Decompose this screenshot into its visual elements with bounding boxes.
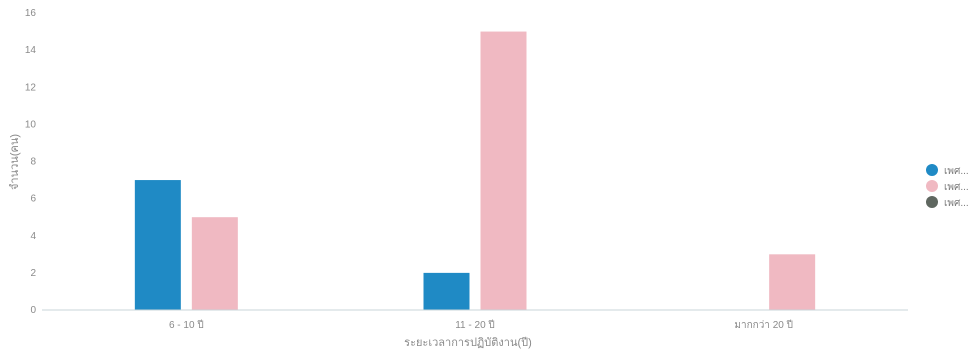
- legend-marker: [926, 196, 938, 208]
- y-tick-label: 2: [30, 268, 36, 279]
- y-tick-label: 14: [25, 45, 37, 56]
- y-tick-label: 8: [30, 157, 36, 168]
- axes: 0 2 4 6 8 10 12 14 16 6 - 10 ปี 11 - 20 ปี มากกว่า …: [25, 8, 908, 331]
- y-tick-label: 10: [25, 119, 37, 130]
- legend-item[interactable]: เพศ...: [926, 180, 968, 193]
- legend-label: เพศ...: [944, 198, 968, 209]
- y-tick-label: 4: [30, 231, 36, 242]
- bar-series1-1[interactable]: [423, 272, 470, 310]
- y-tick-label: 0: [30, 305, 36, 316]
- x-tick-label: 11 - 20 ปี: [455, 319, 495, 331]
- legend-marker: [926, 164, 938, 176]
- x-tick-label: มากกว่า 20 ปี: [734, 319, 793, 331]
- legend-item[interactable]: เพศ...: [926, 164, 968, 177]
- legend-label: เพศ...: [944, 182, 968, 193]
- plot-area: [134, 31, 816, 310]
- y-tick-label: 6: [30, 194, 36, 205]
- legend-item[interactable]: เพศ...: [926, 196, 968, 209]
- legend: เพศ... เพศ... เพศ...: [926, 164, 968, 209]
- y-tick-label: 12: [25, 82, 37, 93]
- y-tick-label: 16: [25, 8, 37, 19]
- bar-series1-0[interactable]: [134, 180, 181, 310]
- bar-series2-2[interactable]: [769, 254, 816, 310]
- legend-label: เพศ...: [944, 166, 968, 177]
- x-tick-label: 6 - 10 ปี: [169, 319, 204, 331]
- y-axis-title: จำนวน(คน): [9, 134, 21, 190]
- x-axis-title: ระยะเวลาการปฏิบัติงาน(ปี): [404, 336, 532, 349]
- legend-marker: [926, 180, 938, 192]
- bar-series2-0[interactable]: [191, 217, 238, 310]
- bar-series2-1[interactable]: [480, 31, 527, 310]
